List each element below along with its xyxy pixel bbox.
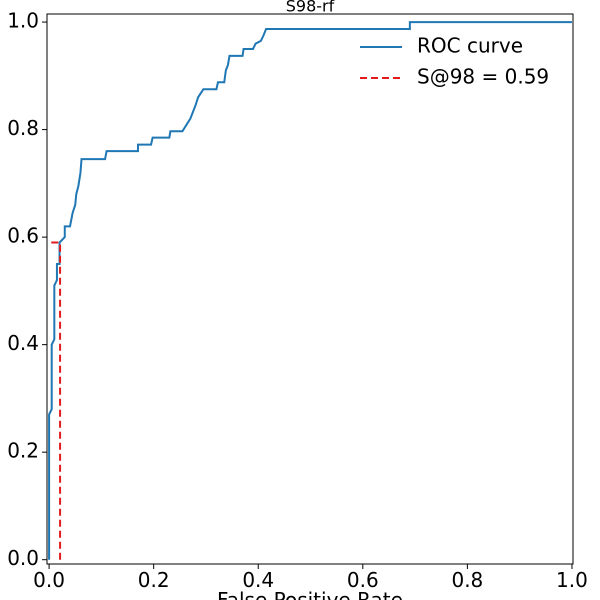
y-tick-label: 1.0 xyxy=(7,9,39,33)
legend-label: S@98 = 0.59 xyxy=(417,65,549,89)
x-tick-label: 0.8 xyxy=(451,568,483,592)
x-tick-label: 0.4 xyxy=(242,568,274,592)
y-tick-label: 0.8 xyxy=(7,116,39,140)
x-tick-label: 1.0 xyxy=(556,568,588,592)
y-tick-label: 0.0 xyxy=(7,546,39,570)
y-tick-label: 0.4 xyxy=(7,331,39,355)
x-tick-label: 0.0 xyxy=(33,568,65,592)
x-tick-label: 0.6 xyxy=(347,568,379,592)
x-axis-label: False Positive Rate xyxy=(217,588,403,600)
plot-frame xyxy=(46,13,574,565)
series-line xyxy=(48,21,572,560)
chart-title: S98-rf xyxy=(286,0,335,16)
y-tick-label: 0.6 xyxy=(7,224,39,248)
legend-label: ROC curve xyxy=(417,34,523,58)
x-tick-label: 0.2 xyxy=(138,568,170,592)
series-line xyxy=(49,241,62,560)
y-tick-label: 0.2 xyxy=(7,439,39,463)
